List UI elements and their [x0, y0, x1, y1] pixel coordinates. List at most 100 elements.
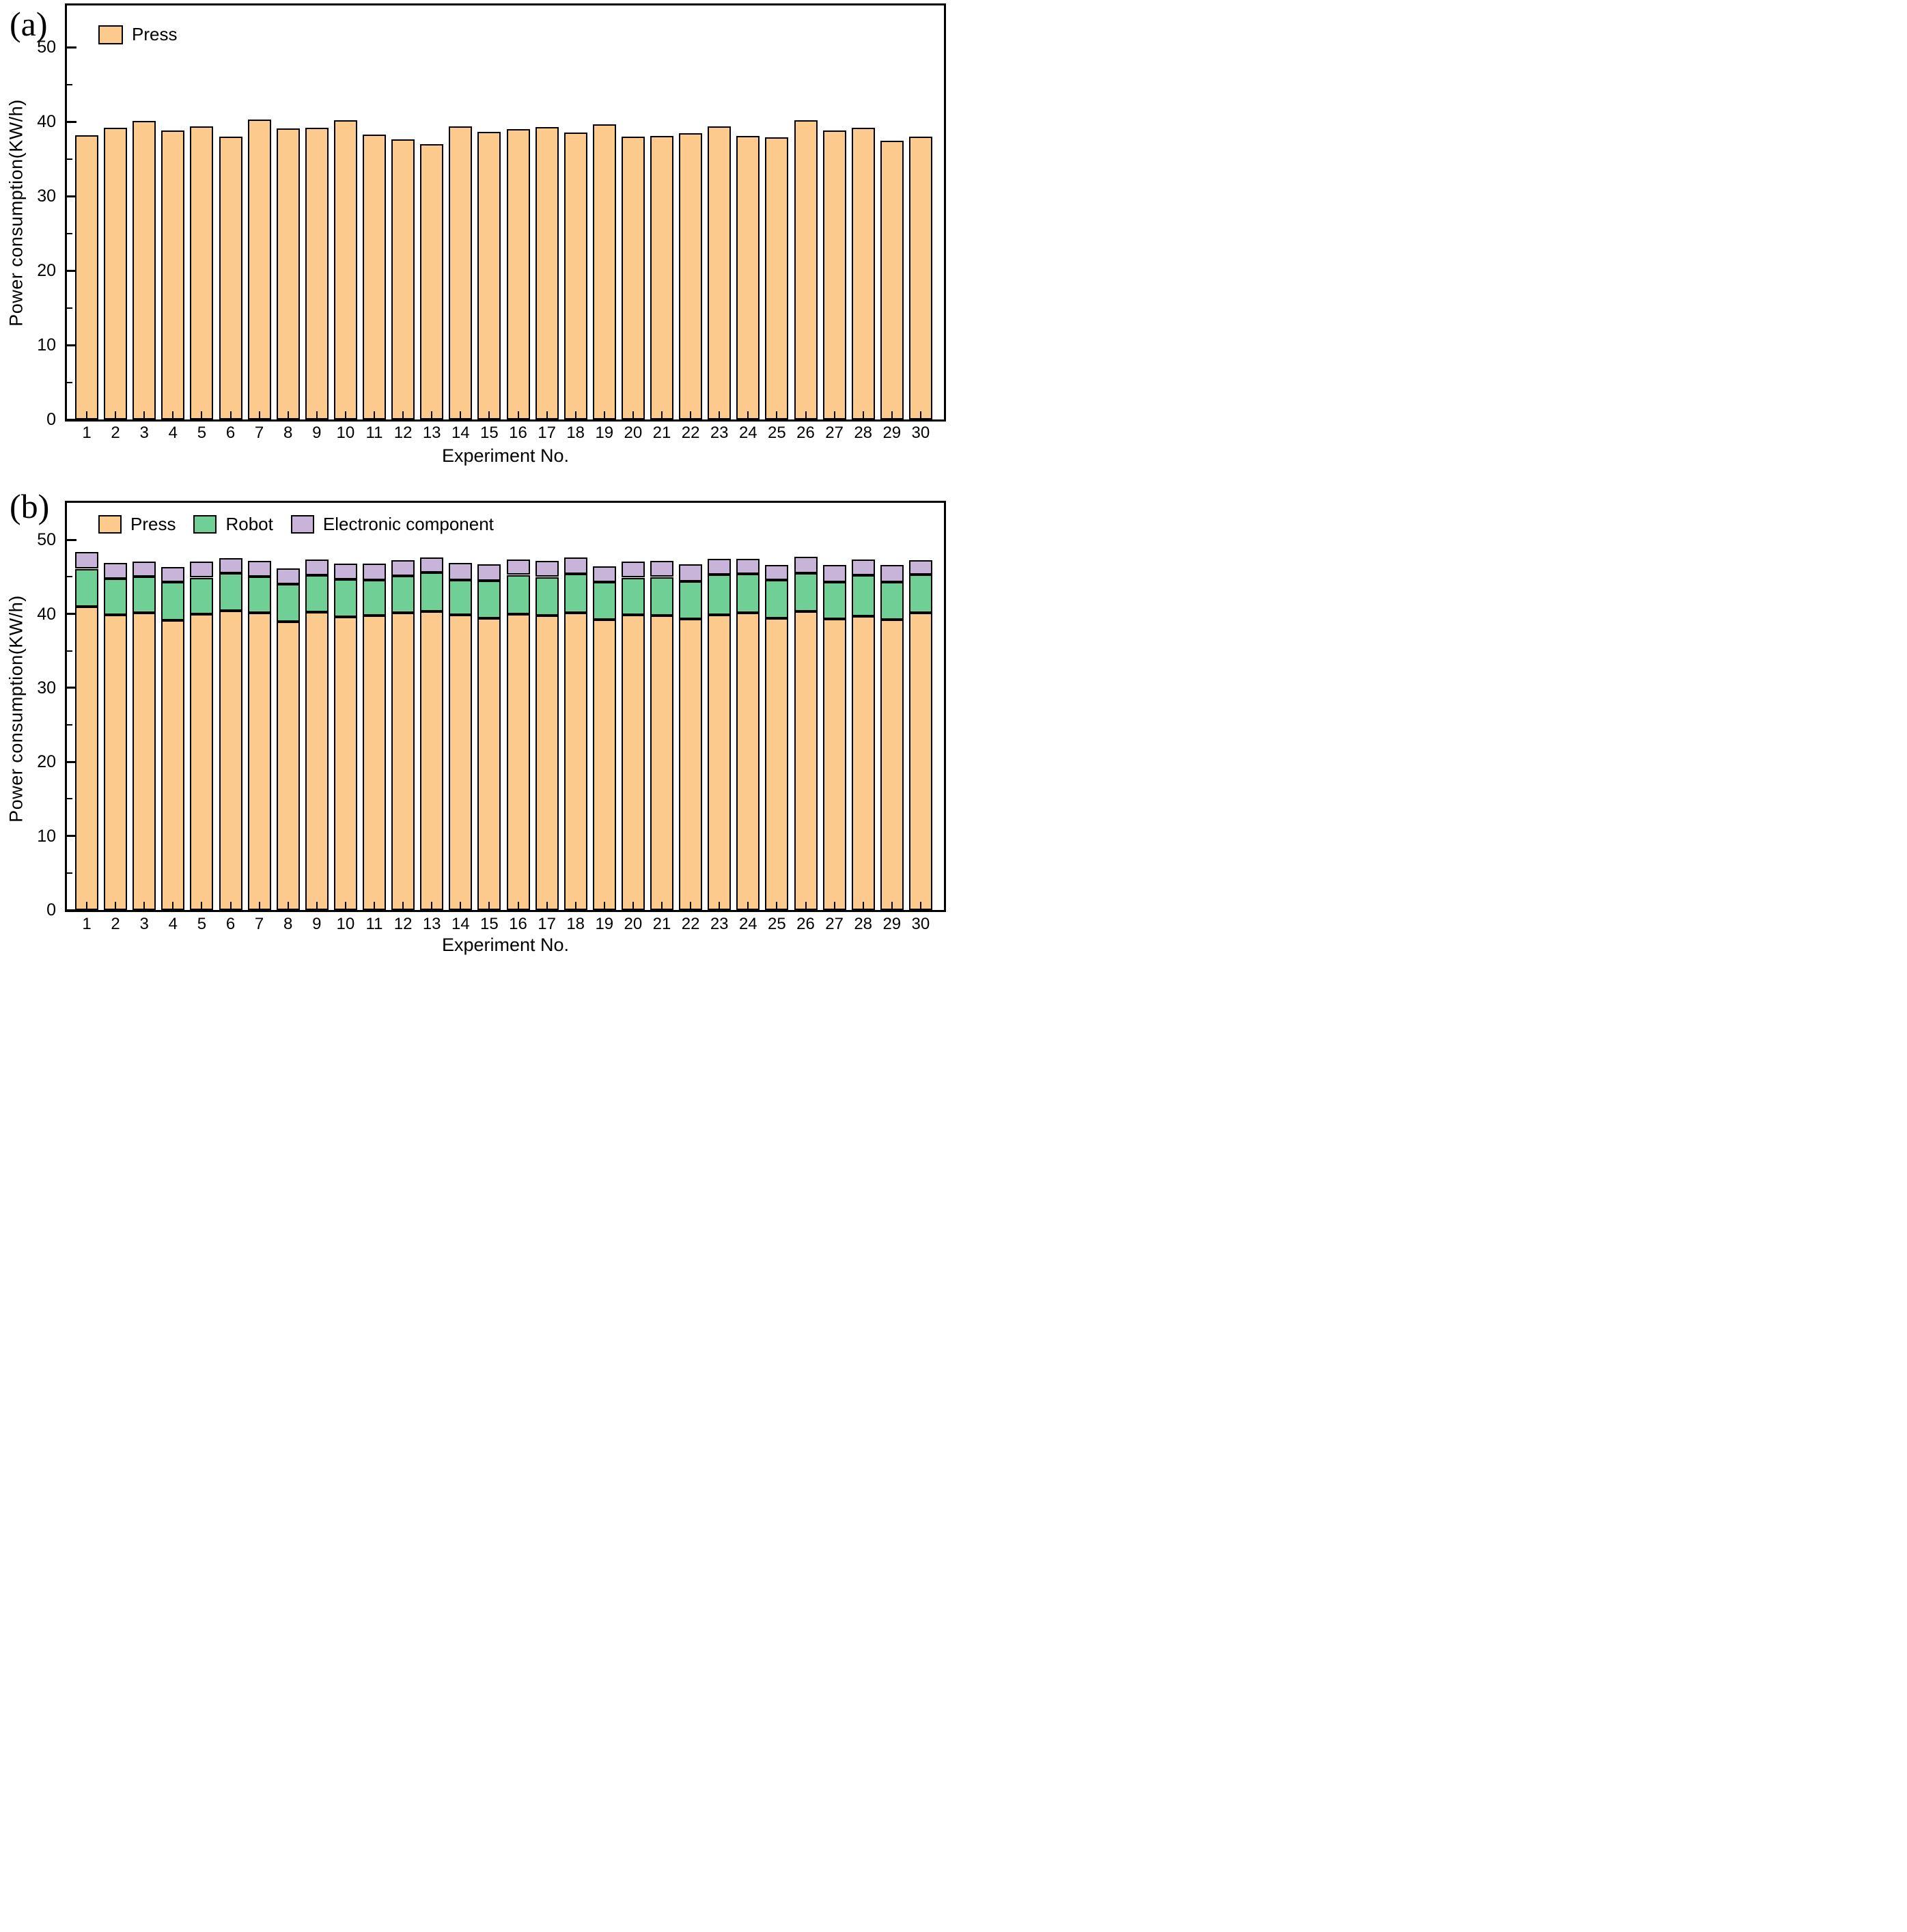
bar-segment-robot — [592, 582, 616, 620]
legend-label: Electronic component — [322, 514, 494, 534]
x-category-label-a: 8 — [283, 424, 293, 442]
legend-swatch-press — [98, 25, 123, 44]
bar-segment-press — [75, 607, 98, 910]
bar-segment-electronic-component — [535, 561, 559, 577]
plot-area-b: Press Robot Electronic component — [65, 501, 946, 912]
bar-experiment-4-b — [161, 567, 185, 910]
y-tick-label-a: 0 — [46, 410, 56, 429]
bar-segment-electronic-component — [908, 560, 932, 575]
y-axis-title-a: Power consumption(KW/h) — [5, 99, 27, 327]
x-category-label-b: 24 — [738, 915, 757, 933]
x-category-label-a: 4 — [168, 424, 178, 442]
x-category-label-a: 29 — [882, 424, 902, 442]
y-major-tick-b — [67, 687, 76, 689]
x-tick-b — [776, 902, 778, 910]
bar-segment-press — [506, 129, 530, 419]
x-tick-a — [805, 411, 807, 419]
bar-segment-robot — [679, 581, 703, 619]
bar-experiment-28-b — [851, 560, 875, 910]
x-tick-a — [690, 411, 692, 419]
x-category-label-b: 3 — [139, 915, 149, 933]
y-minor-tick-a — [67, 307, 72, 309]
figure-canvas: (a) Power consumption(KW/h) Press Experi… — [0, 0, 954, 966]
bar-experiment-3-a — [133, 120, 156, 419]
bar-segment-press — [133, 121, 156, 419]
bar-segment-electronic-component — [363, 564, 386, 580]
x-category-label-b: 29 — [882, 915, 902, 933]
y-tick-label-b: 40 — [37, 604, 56, 624]
x-tick-a — [776, 411, 778, 419]
x-tick-a — [833, 411, 835, 419]
bar-segment-electronic-component — [75, 552, 98, 568]
bar-experiment-28-a — [851, 127, 875, 419]
bar-segment-robot — [363, 580, 386, 616]
x-category-label-b: 22 — [681, 915, 700, 933]
bar-segment-press — [391, 613, 415, 910]
x-category-label-a: 7 — [254, 424, 264, 442]
y-minor-tick-b — [67, 872, 72, 874]
bar-segment-robot — [650, 577, 673, 616]
x-tick-b — [402, 902, 404, 910]
x-tick-b — [287, 902, 289, 910]
x-category-label-b: 18 — [566, 915, 585, 933]
bar-experiment-15-a — [477, 132, 501, 419]
x-tick-b — [891, 902, 893, 910]
bar-segment-press — [679, 619, 703, 910]
bar-segment-press — [219, 137, 242, 419]
legend-b: Press Robot Electronic component — [98, 514, 512, 535]
bar-segment-electronic-component — [592, 566, 616, 582]
x-category-label-a: 28 — [854, 424, 873, 442]
bar-segment-electronic-component — [420, 557, 444, 572]
bar-segment-press — [247, 120, 271, 419]
x-tick-a — [661, 411, 663, 419]
bar-segment-robot — [851, 575, 875, 616]
bar-segment-press — [650, 136, 673, 419]
x-tick-b — [201, 902, 203, 910]
bar-experiment-14-a — [449, 126, 473, 419]
bar-experiment-2-a — [104, 127, 128, 419]
y-major-tick-a — [67, 344, 76, 346]
bar-segment-electronic-component — [161, 567, 185, 582]
bar-segment-electronic-component — [477, 564, 501, 581]
bar-experiment-25-a — [765, 137, 789, 419]
legend-item-press: Press — [98, 514, 176, 535]
x-category-label-b: 6 — [225, 915, 236, 933]
bar-segment-robot — [190, 578, 214, 614]
bar-segment-press — [276, 622, 300, 910]
x-tick-b — [632, 902, 634, 910]
x-category-label-a: 1 — [82, 424, 92, 442]
bar-segment-press — [535, 127, 559, 419]
x-category-label-a: 12 — [393, 424, 413, 442]
x-tick-b — [258, 902, 260, 910]
x-tick-a — [460, 411, 462, 419]
x-tick-b — [344, 902, 346, 910]
x-category-label-b: 12 — [393, 915, 413, 933]
x-tick-a — [574, 411, 576, 419]
bar-experiment-20-b — [621, 562, 645, 910]
x-tick-b — [488, 902, 490, 910]
y-minor-tick-a — [67, 83, 72, 85]
bar-segment-press — [219, 611, 242, 910]
bar-segment-press — [794, 611, 818, 910]
y-tick-label-a: 50 — [37, 38, 56, 57]
x-category-label-b: 27 — [825, 915, 844, 933]
bar-experiment-16-a — [506, 128, 530, 419]
bar-segment-robot — [765, 580, 789, 618]
x-category-label-a: 17 — [538, 424, 556, 442]
y-minor-tick-a — [67, 158, 72, 160]
bar-segment-press — [276, 128, 300, 419]
x-tick-a — [86, 411, 87, 419]
y-tick-label-a: 20 — [37, 261, 56, 280]
x-category-label-b: 26 — [796, 915, 815, 933]
bar-experiment-19-a — [592, 124, 616, 419]
bar-experiment-29-b — [880, 565, 904, 910]
x-category-label-b: 2 — [111, 915, 120, 933]
bar-segment-electronic-component — [765, 565, 789, 580]
x-tick-b — [172, 902, 174, 910]
x-category-label-a: 25 — [768, 424, 786, 442]
x-tick-a — [862, 411, 864, 419]
bar-segment-electronic-component — [190, 562, 214, 577]
x-category-label-a: 18 — [566, 424, 585, 442]
bar-segment-press — [305, 612, 329, 910]
x-tick-a — [374, 411, 375, 419]
